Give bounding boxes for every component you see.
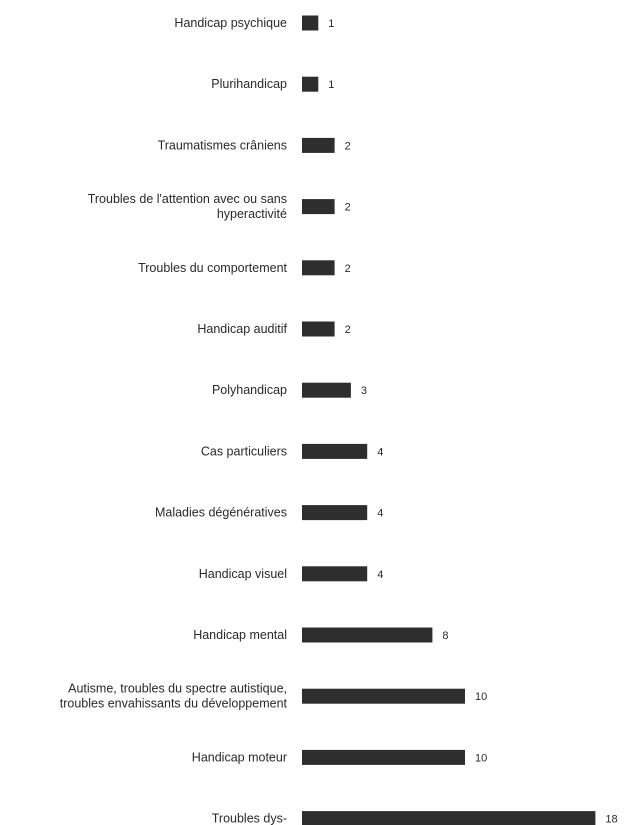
category-label-line: Troubles dys- bbox=[212, 812, 287, 825]
category-label-line: Maladies dégénératives bbox=[155, 506, 287, 520]
category-label: Autisme, troubles du spectre autistique,… bbox=[60, 682, 288, 711]
value-label: 8 bbox=[442, 630, 448, 642]
category-label: Handicap mental bbox=[193, 628, 287, 642]
bar bbox=[302, 627, 433, 643]
value-label: 4 bbox=[377, 446, 383, 458]
category-label: Troubles du comportement bbox=[138, 261, 287, 275]
value-label: 4 bbox=[377, 508, 383, 520]
category-label-line: Traumatismes crâniens bbox=[158, 138, 287, 152]
value-label: 10 bbox=[475, 691, 487, 703]
bar bbox=[302, 811, 596, 825]
category-label: Troubles dys- bbox=[212, 812, 287, 825]
bar bbox=[302, 76, 319, 92]
value-label: 3 bbox=[361, 385, 367, 397]
bar bbox=[302, 443, 368, 459]
category-label: Handicap moteur bbox=[192, 750, 287, 764]
bar bbox=[302, 260, 335, 276]
value-label: 10 bbox=[475, 752, 487, 764]
category-label: Cas particuliers bbox=[201, 444, 287, 458]
category-label-line: Handicap visuel bbox=[199, 567, 287, 581]
bar bbox=[302, 321, 335, 337]
category-label-line: Polyhandicap bbox=[212, 383, 287, 397]
bar bbox=[302, 505, 368, 521]
category-label-line: Handicap psychique bbox=[174, 16, 287, 30]
value-label: 2 bbox=[345, 324, 351, 336]
bar bbox=[302, 137, 335, 153]
category-label-line: Plurihandicap bbox=[211, 77, 287, 91]
bar bbox=[302, 382, 351, 398]
bar bbox=[302, 566, 368, 582]
category-label: Handicap psychique bbox=[174, 16, 287, 30]
category-label: Traumatismes crâniens bbox=[158, 138, 287, 152]
category-label-line: Autisme, troubles du spectre autistique, bbox=[68, 682, 287, 696]
bar bbox=[302, 749, 465, 765]
category-label: Polyhandicap bbox=[212, 383, 287, 397]
category-label-line: Troubles du comportement bbox=[138, 261, 287, 275]
category-label: Handicap visuel bbox=[199, 567, 287, 581]
category-label-line: Handicap auditif bbox=[197, 322, 287, 336]
category-label: Troubles de l'attention avec ou sans hype… bbox=[88, 192, 287, 221]
value-label: 1 bbox=[328, 18, 334, 30]
category-label-line: troubles envahissants du développement bbox=[60, 697, 288, 711]
value-label: 2 bbox=[345, 140, 351, 152]
value-label: 1 bbox=[328, 79, 334, 91]
value-label: 18 bbox=[605, 814, 617, 825]
value-label: 4 bbox=[377, 569, 383, 581]
value-label: 2 bbox=[345, 263, 351, 275]
bar bbox=[302, 199, 335, 215]
category-label: Maladies dégénératives bbox=[155, 506, 287, 520]
category-label-line: Handicap moteur bbox=[192, 750, 287, 764]
category-label-line: Handicap mental bbox=[193, 628, 287, 642]
value-label: 2 bbox=[345, 202, 351, 214]
category-label-line: Cas particuliers bbox=[201, 444, 287, 458]
bar bbox=[302, 688, 465, 704]
category-label-line: Troubles de l'attention avec ou sans bbox=[88, 192, 287, 206]
category-label-line: hyperactivité bbox=[217, 207, 287, 221]
category-label: Plurihandicap bbox=[211, 77, 287, 91]
plot-area: 1 Handicap psychique 1 Plurihandicap 2 Trauma… bbox=[60, 15, 618, 825]
category-label: Handicap auditif bbox=[197, 322, 287, 336]
bar bbox=[302, 15, 319, 31]
